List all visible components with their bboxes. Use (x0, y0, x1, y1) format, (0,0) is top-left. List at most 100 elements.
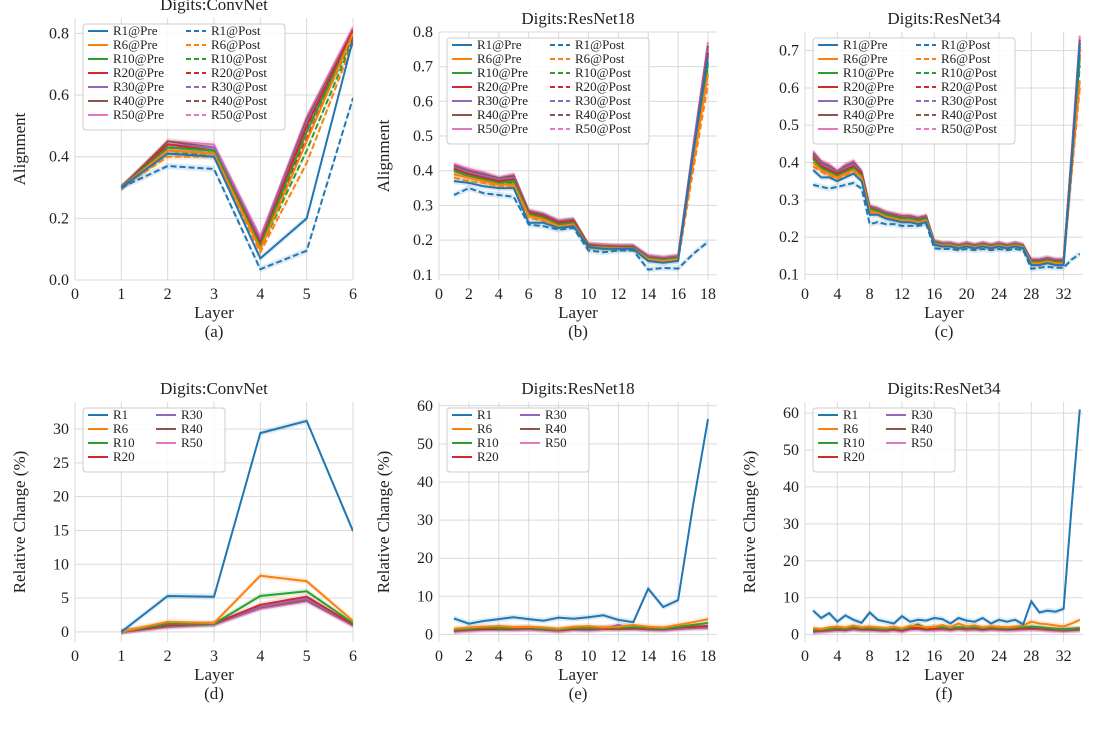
x-tick-label: 3 (210, 286, 218, 303)
legend-label: R50 (181, 435, 203, 450)
x-tick-label: 8 (555, 286, 563, 303)
y-tick-label: 0.3 (413, 197, 433, 214)
legend-label: R1 (477, 407, 492, 422)
legend-label: R20@Pre (113, 65, 164, 80)
legend-label: R50@Pre (477, 121, 528, 136)
y-axis-label: Relative Change (%) (10, 451, 29, 594)
series-line-r6-post (812, 87, 1081, 265)
x-tick-label: 4 (833, 286, 841, 303)
y-tick-label: 30 (783, 516, 799, 533)
series-line-r1-post (120, 97, 353, 271)
y-tick-label: 0.5 (779, 117, 799, 134)
legend-label: R10 (477, 435, 499, 450)
legend-label: R6@Post (575, 51, 625, 66)
series-line-r10-pre (120, 32, 353, 249)
legend-label: R1 (113, 407, 128, 422)
y-tick-label: 0.1 (413, 267, 433, 284)
legend-label: R40@Post (575, 107, 631, 122)
series-line-r10 (453, 622, 709, 631)
legend-label: R40@Post (211, 93, 267, 108)
legend-label: R50@Post (575, 121, 631, 136)
y-axis-label: Alignment (10, 112, 29, 185)
legend-label: R20@Pre (843, 79, 894, 94)
legend-label: R6 (113, 421, 129, 436)
legend-label: R1@Pre (477, 37, 522, 52)
legend-label: R10@Post (941, 65, 997, 80)
y-tick-label: 40 (783, 479, 799, 496)
x-axis-label: Layer (194, 303, 234, 322)
x-tick-label: 32 (1056, 286, 1072, 303)
x-tick-label: 0 (71, 648, 79, 665)
legend-label: R40 (181, 421, 203, 436)
legend-label: R30@Post (211, 79, 267, 94)
x-tick-label: 6 (525, 286, 533, 303)
series-line-r40-post (120, 32, 353, 246)
panel-title: Digits:ResNet34 (887, 379, 1001, 398)
legend-label: R20 (843, 449, 865, 464)
x-tick-label: 6 (349, 648, 357, 665)
legend-label: R30@Post (941, 93, 997, 108)
x-tick-label: 14 (640, 286, 656, 303)
panel-title: Digits:ConvNet (160, 379, 268, 398)
y-tick-label: 50 (417, 436, 433, 453)
legend: R1 R30 R6 R40 R10 R50 R20 (446, 407, 590, 473)
series-line-r1-pre (453, 56, 709, 264)
legend-label: R30@Post (575, 93, 631, 108)
legend-label: R1@Pre (843, 37, 888, 52)
panel-caption: (a) (205, 322, 224, 341)
x-tick-label: 0 (801, 648, 809, 665)
series-lines (453, 42, 709, 271)
x-axis-label: Layer (558, 303, 598, 322)
legend-label: R50 (545, 435, 567, 450)
legend-label: R50@Post (941, 121, 997, 136)
panel-caption: (f) (936, 684, 953, 703)
y-axis-label: Alignment (374, 119, 393, 192)
x-tick-label: 28 (1023, 648, 1039, 665)
x-tick-label: 4 (256, 648, 264, 665)
legend-label: R10@Post (211, 51, 267, 66)
series-band-r1-post (813, 180, 1080, 272)
panel-c: 0 4 8 12 16 20 24 28 32 0.1 0.2 0.3 0.4 0.5 0.6 0.7 Digi… (779, 9, 1083, 341)
series-line-r1 (453, 418, 709, 625)
panel-caption: (c) (935, 322, 954, 341)
panel-caption: (e) (569, 684, 588, 703)
legend-label: R40 (545, 421, 567, 436)
legend-label: R40 (911, 421, 933, 436)
series-lines (120, 419, 353, 633)
panel-d: 0 1 2 3 4 5 6 0 5 10 15 20 25 30 Digits:ConvNet Layer(d… (10, 379, 357, 703)
legend-label: R40@Pre (477, 107, 528, 122)
x-tick-label: 16 (926, 286, 942, 303)
legend-label: R30 (545, 407, 567, 422)
x-tick-label: 12 (894, 648, 910, 665)
y-axis-label: Relative Change (%) (740, 451, 759, 594)
series-line-r6 (453, 618, 709, 630)
x-tick-label: 8 (866, 286, 874, 303)
x-tick-label: 24 (991, 648, 1007, 665)
x-tick-label: 2 (465, 648, 473, 665)
series-line-r6-pre (812, 80, 1081, 265)
y-axis-label: Relative Change (%) (374, 451, 393, 594)
legend-label: R30 (181, 407, 203, 422)
legend-label: R6@Pre (843, 51, 888, 66)
legend-label: R40@Post (941, 107, 997, 122)
series-line-r1 (120, 419, 353, 633)
y-tick-label: 0 (791, 627, 799, 644)
x-tick-label: 3 (210, 648, 218, 665)
y-tick-label: 0.4 (779, 155, 799, 172)
y-tick-label: 15 (53, 522, 69, 539)
x-tick-label: 5 (303, 648, 311, 665)
legend-frame (82, 407, 226, 473)
legend: R1 R30 R6 R40 R10 R50 R20 (812, 407, 956, 473)
y-tick-label: 0.7 (779, 43, 799, 60)
series-line-r6-pre (120, 33, 353, 252)
x-axis-label: Layer (924, 665, 964, 684)
y-tick-label: 0.8 (413, 24, 433, 41)
legend-label: R20@Post (211, 65, 267, 80)
y-tick-label: 20 (53, 489, 69, 506)
legend-label: R6@Post (211, 37, 261, 52)
x-tick-label: 18 (700, 648, 716, 665)
series-lines (812, 409, 1081, 634)
x-tick-label: 1 (117, 286, 125, 303)
